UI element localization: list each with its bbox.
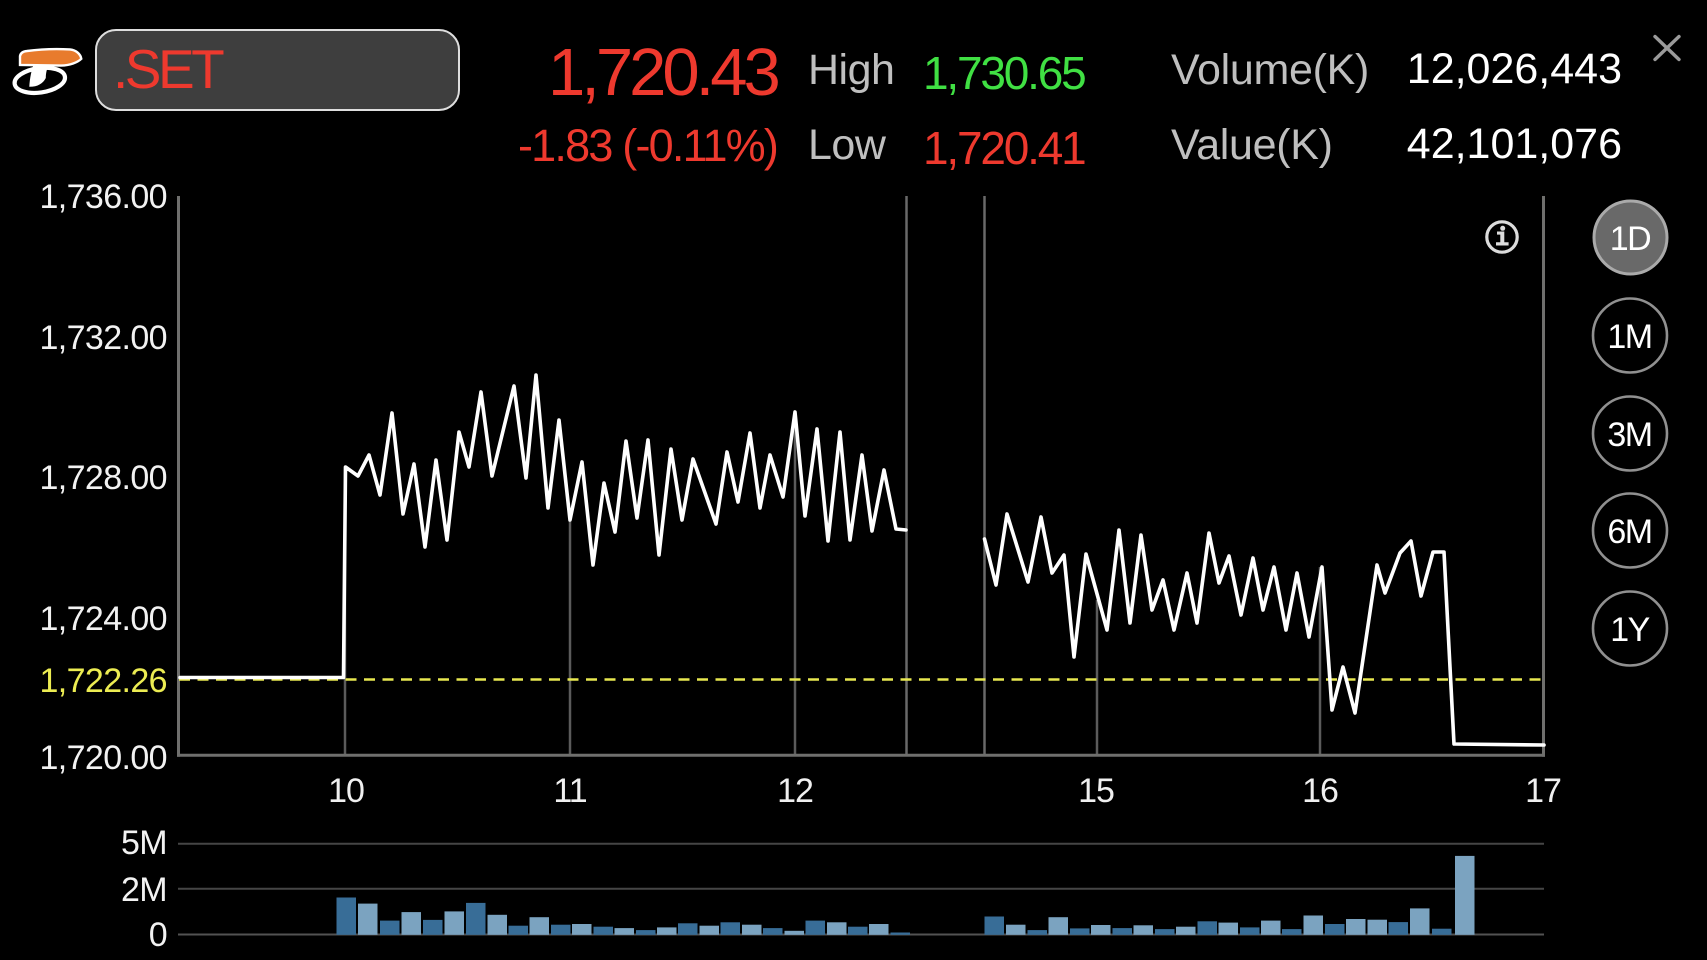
- svg-text:3M: 3M: [1607, 416, 1651, 454]
- svg-text:6M: 6M: [1607, 513, 1651, 551]
- svg-text:1M: 1M: [1607, 318, 1651, 356]
- svg-text:1D: 1D: [1610, 220, 1650, 258]
- svg-text:1Y: 1Y: [1610, 611, 1649, 649]
